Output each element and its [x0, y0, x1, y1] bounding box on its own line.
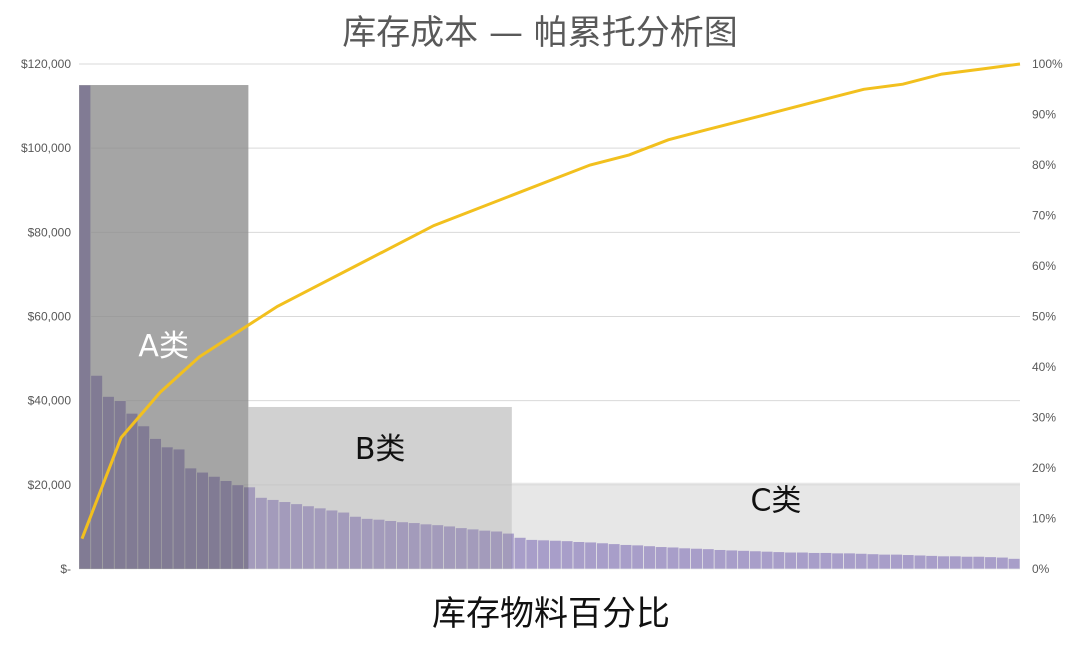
y-tick-label: $40,000 — [28, 394, 72, 408]
zone-2-band — [248, 406, 512, 569]
abc-zones — [79, 85, 1020, 570]
y2-tick-label: 80% — [1032, 158, 1056, 172]
y2-tick-label: 30% — [1032, 411, 1056, 425]
y-tick-label: $- — [60, 562, 71, 576]
y2-tick-label: 0% — [1032, 562, 1050, 576]
zone-labels: A类 B类 C类 — [138, 329, 801, 518]
y-axis-labels: $- $20,000 $40,000 $60,000 $80,000 $100,000 $1… — [21, 57, 71, 576]
x-axis-title: 库存物料百分比 — [432, 594, 670, 634]
zone-1-band — [79, 85, 249, 570]
y2-tick-label: 50% — [1032, 310, 1056, 324]
y2-tick-label: 10% — [1032, 512, 1056, 526]
cumulative-line — [80, 62, 1021, 540]
zone-label: A类 — [138, 329, 189, 364]
y2-tick-label: 40% — [1032, 360, 1056, 374]
zone-label: C类 — [750, 483, 801, 518]
zone-3-band — [511, 482, 1020, 569]
y-tick-label: $120,000 — [21, 57, 71, 71]
y-tick-label: $20,000 — [28, 478, 72, 492]
y2-tick-label: 20% — [1032, 461, 1056, 475]
y2-tick-label: 90% — [1032, 108, 1056, 122]
y-tick-label: $100,000 — [21, 141, 71, 155]
y2-axis-labels: 0% 10% 20% 30% 40% 50% 60% 70% 80% 90% 100% — [1032, 57, 1063, 576]
chart-title: 库存成本 — 帕累托分析图 — [342, 13, 738, 53]
y2-tick-label: 100% — [1032, 57, 1063, 71]
y-tick-label: $60,000 — [28, 310, 72, 324]
y-tick-label: $80,000 — [28, 225, 72, 239]
y2-tick-label: 60% — [1032, 259, 1056, 273]
y2-tick-label: 70% — [1032, 209, 1056, 223]
zone-label: B类 — [355, 432, 406, 467]
